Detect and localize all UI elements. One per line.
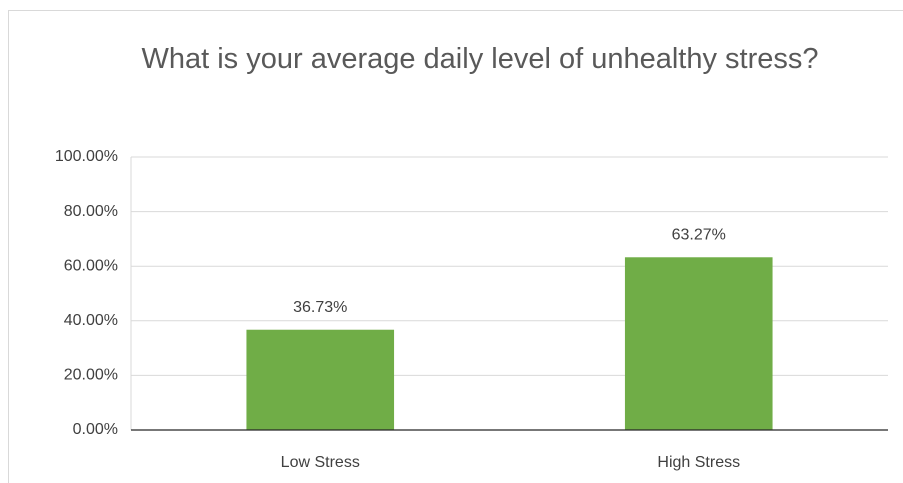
y-tick-label: 20.00% <box>64 367 118 384</box>
y-tick-label: 40.00% <box>64 312 118 329</box>
bar <box>246 329 395 430</box>
y-tick-label: 100.00% <box>55 148 118 165</box>
data-label: 63.27% <box>672 226 726 243</box>
data-label: 36.73% <box>293 299 347 316</box>
bar <box>624 257 773 430</box>
x-tick-label: Low Stress <box>281 454 360 471</box>
chart-border <box>8 10 903 483</box>
y-tick-label: 80.00% <box>64 203 118 220</box>
y-tick-label: 0.00% <box>73 421 118 438</box>
y-tick-label: 60.00% <box>64 257 118 274</box>
x-tick-label: High Stress <box>657 454 740 471</box>
chart-title: What is your average daily level of unhe… <box>141 43 819 75</box>
